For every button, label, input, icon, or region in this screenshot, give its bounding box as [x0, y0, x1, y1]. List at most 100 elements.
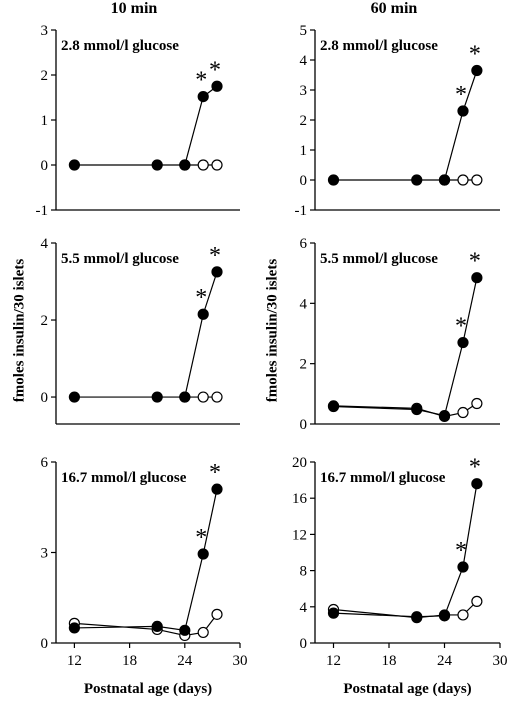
panel-5-y-tick-label: 4 — [300, 600, 308, 616]
panel-5-x-tick-label: 24 — [437, 653, 453, 669]
panel-2-significance-asterisk: * — [195, 285, 207, 311]
panel-0-y-tick-label: 2 — [41, 68, 49, 84]
panel-1-significance-asterisk: * — [469, 42, 481, 68]
panel-5-series-0-filled-point — [327, 607, 340, 619]
panel-0-series-1-open-point — [197, 159, 209, 171]
panel-0-series-0-filled-point — [179, 159, 191, 171]
panel-5-series-1-open-point — [457, 609, 469, 621]
panel-1-y-tick-label: 4 — [300, 53, 308, 69]
panel-2-significance-asterisk: * — [209, 243, 221, 269]
panel-5-series-1-open-point — [471, 595, 483, 607]
panel-5-series-0-filled-point — [471, 478, 483, 490]
column-title-10min: 10 min — [110, 0, 158, 17]
panel-0-y-tick-label: 1 — [41, 113, 49, 129]
panel-4-x-tick-label: 12 — [67, 653, 82, 669]
panel-4-x-tick-label: 30 — [233, 653, 248, 669]
panel-1-series-1-open-point — [471, 174, 483, 186]
panel-4-series-0-filled-point — [179, 624, 191, 636]
panel-5-significance-asterisk: * — [469, 455, 481, 481]
panel-5-y-tick-label: 16 — [292, 491, 308, 507]
panel-3-significance-asterisk: * — [469, 249, 481, 275]
panel-3-y-tick-label: 4 — [300, 296, 308, 312]
panel-2-series-1-open-point — [211, 391, 223, 403]
panel-1-y-tick-label: -1 — [295, 203, 308, 219]
panel-5-series-0-filled-point — [457, 561, 469, 573]
panel-5-series-0-filled-point — [411, 611, 423, 623]
panel-4-series-1-line — [74, 613, 218, 637]
column-title-60min: 60 min — [370, 0, 418, 17]
panel-3-title: 5.5 mmol/l glucose — [320, 251, 438, 267]
x-axis-label-col-0: Postnatal age (days) — [84, 681, 212, 697]
panel-0-series-0-filled-point — [197, 90, 209, 103]
panel-0-significance-asterisk: * — [209, 57, 221, 83]
panel-4-y-tick-label: 6 — [41, 455, 49, 471]
panel-5-title: 16.7 mmol/l glucose — [320, 470, 446, 486]
panel-0-series-0-filled-point — [211, 80, 223, 92]
panel-3-series-0-filled-point — [327, 400, 340, 413]
panel-4-series-0-filled-point — [197, 548, 209, 560]
panel-3-series-1-open-point — [471, 397, 483, 410]
panel-4-series-0-filled-point — [151, 620, 163, 633]
panel-4-significance-asterisk: * — [195, 525, 207, 551]
panel-1-series-0-filled-point — [411, 174, 423, 186]
panel-1-series-0-filled-point — [457, 105, 469, 117]
panel-0-series-0-line — [74, 85, 218, 166]
panel-2-series-0-filled-point — [197, 308, 209, 320]
panel-4-series-1-open-point — [211, 608, 223, 620]
panel-1-y-tick-label: 2 — [300, 113, 308, 129]
panel-3-series-1-line — [333, 402, 478, 418]
panel-0-y-tick-label: 0 — [41, 158, 49, 174]
panel-4-y-tick-label: 3 — [41, 546, 49, 562]
panel-5-y-tick-label: 8 — [300, 564, 308, 580]
panel-2-y-tick-label: 2 — [41, 313, 49, 329]
panel-3-significance-asterisk: * — [455, 314, 467, 340]
panel-1-series-0-filled-point — [327, 174, 340, 186]
panel-2-series-0-filled-point — [151, 391, 163, 403]
panel-5-series-1-line — [333, 600, 478, 619]
panel-5-y-tick-label: 0 — [300, 636, 308, 652]
panel-2-y-tick-label: 0 — [41, 390, 49, 406]
panel-1-significance-asterisk: * — [455, 82, 467, 108]
panel-3-series-0-filled-point — [471, 272, 483, 284]
panel-1-title: 2.8 mmol/l glucose — [320, 38, 438, 54]
panel-0-series-0-filled-point — [68, 159, 81, 171]
panel-4-x-tick-label: 18 — [122, 653, 137, 669]
panel-0-series-0-filled-point — [151, 159, 163, 171]
panel-3-series-0-filled-point — [457, 336, 469, 349]
panel-2-series-0-filled-point — [179, 391, 191, 403]
panel-2-y-tick-label: 4 — [41, 236, 49, 252]
x-axis-label-col-1: Postnatal age (days) — [343, 681, 471, 697]
panel-0-y-tick-label: 3 — [41, 23, 49, 39]
panel-0-title: 2.8 mmol/l glucose — [61, 38, 179, 54]
panel-1-y-tick-label: 5 — [300, 23, 308, 39]
panel-1-y-tick-label: 0 — [300, 173, 308, 189]
panel-3-series-1-open-point — [457, 406, 469, 419]
panel-4-title: 16.7 mmol/l glucose — [61, 470, 187, 486]
panel-5-x-tick-label: 30 — [493, 653, 508, 669]
panel-2-series-0-filled-point — [211, 266, 223, 278]
panel-4-y-tick-label: 0 — [41, 636, 49, 652]
panel-2-title: 5.5 mmol/l glucose — [61, 251, 179, 267]
panel-2-series-1-open-point — [197, 391, 209, 403]
y-axis-label-left: fmoles insulin/30 islets — [11, 258, 28, 403]
panel-5-x-tick-label: 18 — [382, 653, 397, 669]
panel-3-y-tick-label: 0 — [300, 417, 308, 433]
panel-5-significance-asterisk: * — [455, 538, 467, 564]
panel-5-y-tick-label: 20 — [292, 455, 307, 471]
panel-4-series-0-line — [74, 489, 218, 632]
panel-3-series-0-line — [333, 277, 478, 417]
panel-1-series-0-filled-point — [438, 174, 451, 186]
panel-1-y-tick-label: 3 — [300, 83, 308, 99]
panel-3-series-0-filled-point — [438, 409, 451, 422]
panel-5-series-0-filled-point — [438, 610, 451, 622]
panel-1-series-1-open-point — [457, 174, 469, 186]
y-axis-label-right: fmoles insulin/30 islets — [264, 258, 281, 403]
panel-0-y-tick-label: -1 — [36, 203, 49, 219]
panel-4-series-0-filled-point — [211, 483, 223, 495]
panel-3-y-tick-label: 6 — [300, 236, 308, 252]
panel-2-series-0-filled-point — [68, 391, 81, 403]
panel-4-series-0-filled-point — [68, 622, 81, 634]
panel-4-x-tick-label: 24 — [177, 653, 193, 669]
panel-4-series-1-open-point — [197, 626, 209, 639]
